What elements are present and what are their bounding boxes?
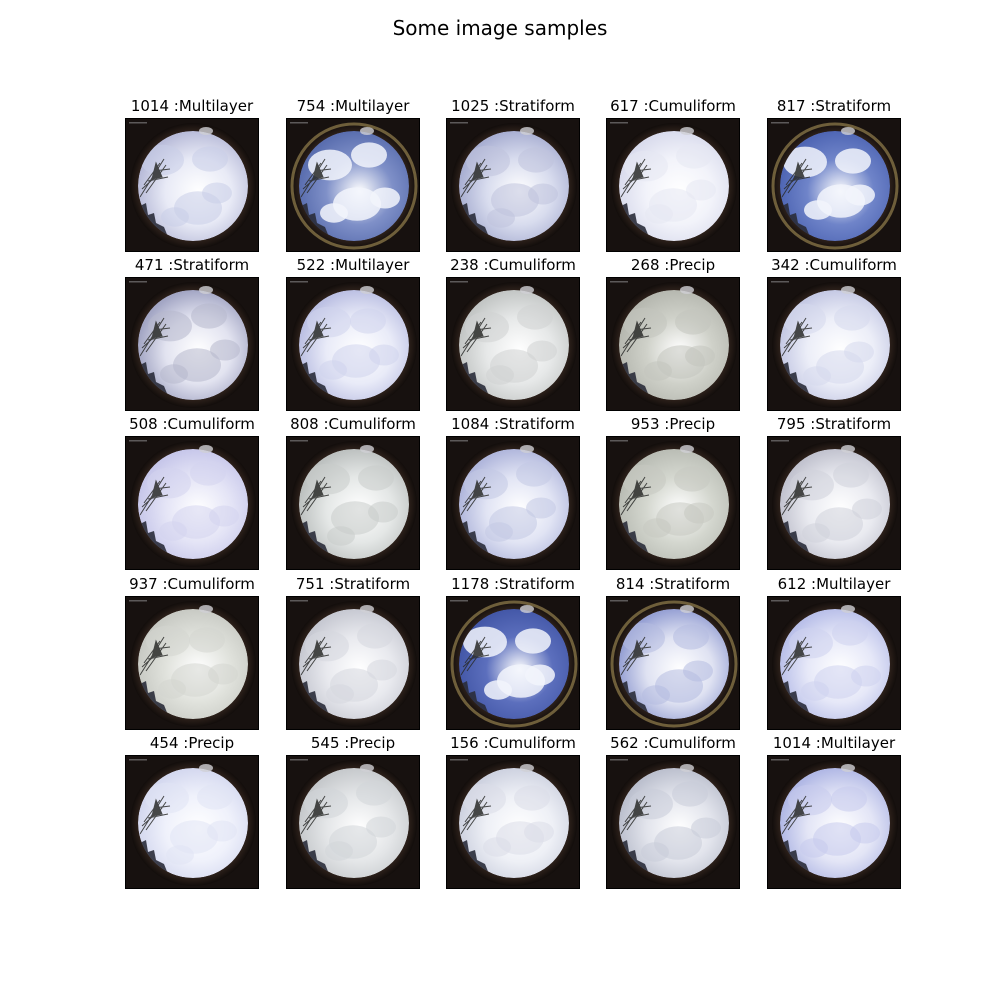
image-sample: 612 :Multilayer xyxy=(767,575,901,735)
image-sample: 751 :Stratiform xyxy=(286,575,420,735)
image-sample-title: 1084 :Stratiform xyxy=(451,415,575,433)
sky-camera-image xyxy=(286,277,420,411)
sky-camera-image xyxy=(446,277,580,411)
image-sample: 268 :Precip xyxy=(606,256,740,416)
image-sample-title: 817 :Stratiform xyxy=(776,97,892,115)
image-sample: 545 :Precip xyxy=(286,734,420,894)
image-sample: 817 :Stratiform xyxy=(767,97,901,257)
sky-camera-image xyxy=(125,118,259,252)
image-sample: 342 :Cumuliform xyxy=(767,256,901,416)
figure-title: Some image samples xyxy=(392,16,608,40)
sky-camera-image xyxy=(125,436,259,570)
sky-camera-image xyxy=(286,596,420,730)
image-sample-title: 1014 :Multilayer xyxy=(130,97,254,115)
image-sample-title: 612 :Multilayer xyxy=(777,575,891,593)
image-sample-title: 1025 :Stratiform xyxy=(451,97,575,115)
image-sample: 522 :Multilayer xyxy=(286,256,420,416)
image-sample: 1014 :Multilayer xyxy=(125,97,259,257)
sky-camera-image xyxy=(446,755,580,889)
sky-camera-image xyxy=(446,118,580,252)
image-sample: 156 :Cumuliform xyxy=(446,734,580,894)
image-sample-title: 814 :Stratiform xyxy=(615,575,731,593)
image-sample-title: 156 :Cumuliform xyxy=(450,734,576,752)
image-sample-title: 545 :Precip xyxy=(310,734,396,752)
image-sample: 1084 :Stratiform xyxy=(446,415,580,575)
sky-camera-image xyxy=(446,436,580,570)
image-sample-title: 1178 :Stratiform xyxy=(451,575,575,593)
sky-camera-image xyxy=(286,436,420,570)
image-sample: 508 :Cumuliform xyxy=(125,415,259,575)
image-sample: 1025 :Stratiform xyxy=(446,97,580,257)
image-sample-title: 342 :Cumuliform xyxy=(771,256,897,274)
image-sample-title: 795 :Stratiform xyxy=(776,415,892,433)
sky-camera-image xyxy=(125,596,259,730)
image-sample: 1178 :Stratiform xyxy=(446,575,580,735)
sky-camera-image xyxy=(606,118,740,252)
sky-camera-image xyxy=(767,596,901,730)
image-sample: 454 :Precip xyxy=(125,734,259,894)
sky-camera-image xyxy=(125,755,259,889)
sky-camera-image xyxy=(606,755,740,889)
image-sample: 937 :Cumuliform xyxy=(125,575,259,735)
sky-camera-image xyxy=(767,755,901,889)
image-sample-title: 754 :Multilayer xyxy=(296,97,410,115)
image-sample-title: 268 :Precip xyxy=(630,256,716,274)
image-sample-title: 508 :Cumuliform xyxy=(129,415,255,433)
image-sample: 1014 :Multilayer xyxy=(767,734,901,894)
image-sample: 471 :Stratiform xyxy=(125,256,259,416)
sky-camera-image xyxy=(286,118,420,252)
image-sample-title: 1014 :Multilayer xyxy=(772,734,896,752)
image-sample: 808 :Cumuliform xyxy=(286,415,420,575)
image-sample-title: 454 :Precip xyxy=(149,734,235,752)
image-sample: 814 :Stratiform xyxy=(606,575,740,735)
image-sample-title: 808 :Cumuliform xyxy=(290,415,416,433)
sky-camera-image xyxy=(606,596,740,730)
image-sample: 617 :Cumuliform xyxy=(606,97,740,257)
image-sample: 953 :Precip xyxy=(606,415,740,575)
image-sample: 562 :Cumuliform xyxy=(606,734,740,894)
sky-camera-image xyxy=(606,436,740,570)
image-sample-title: 562 :Cumuliform xyxy=(610,734,736,752)
image-sample-title: 953 :Precip xyxy=(630,415,716,433)
sky-camera-image xyxy=(767,118,901,252)
image-sample-title: 238 :Cumuliform xyxy=(450,256,576,274)
sky-camera-image xyxy=(767,277,901,411)
image-sample: 795 :Stratiform xyxy=(767,415,901,575)
image-sample: 238 :Cumuliform xyxy=(446,256,580,416)
sky-camera-image xyxy=(767,436,901,570)
sky-camera-image xyxy=(446,596,580,730)
image-sample-title: 937 :Cumuliform xyxy=(129,575,255,593)
image-sample: 754 :Multilayer xyxy=(286,97,420,257)
image-sample-title: 522 :Multilayer xyxy=(296,256,410,274)
image-sample-title: 471 :Stratiform xyxy=(134,256,250,274)
image-sample-title: 617 :Cumuliform xyxy=(610,97,736,115)
image-sample-title: 751 :Stratiform xyxy=(295,575,411,593)
sky-camera-image xyxy=(606,277,740,411)
sky-camera-image xyxy=(286,755,420,889)
sky-camera-image xyxy=(125,277,259,411)
